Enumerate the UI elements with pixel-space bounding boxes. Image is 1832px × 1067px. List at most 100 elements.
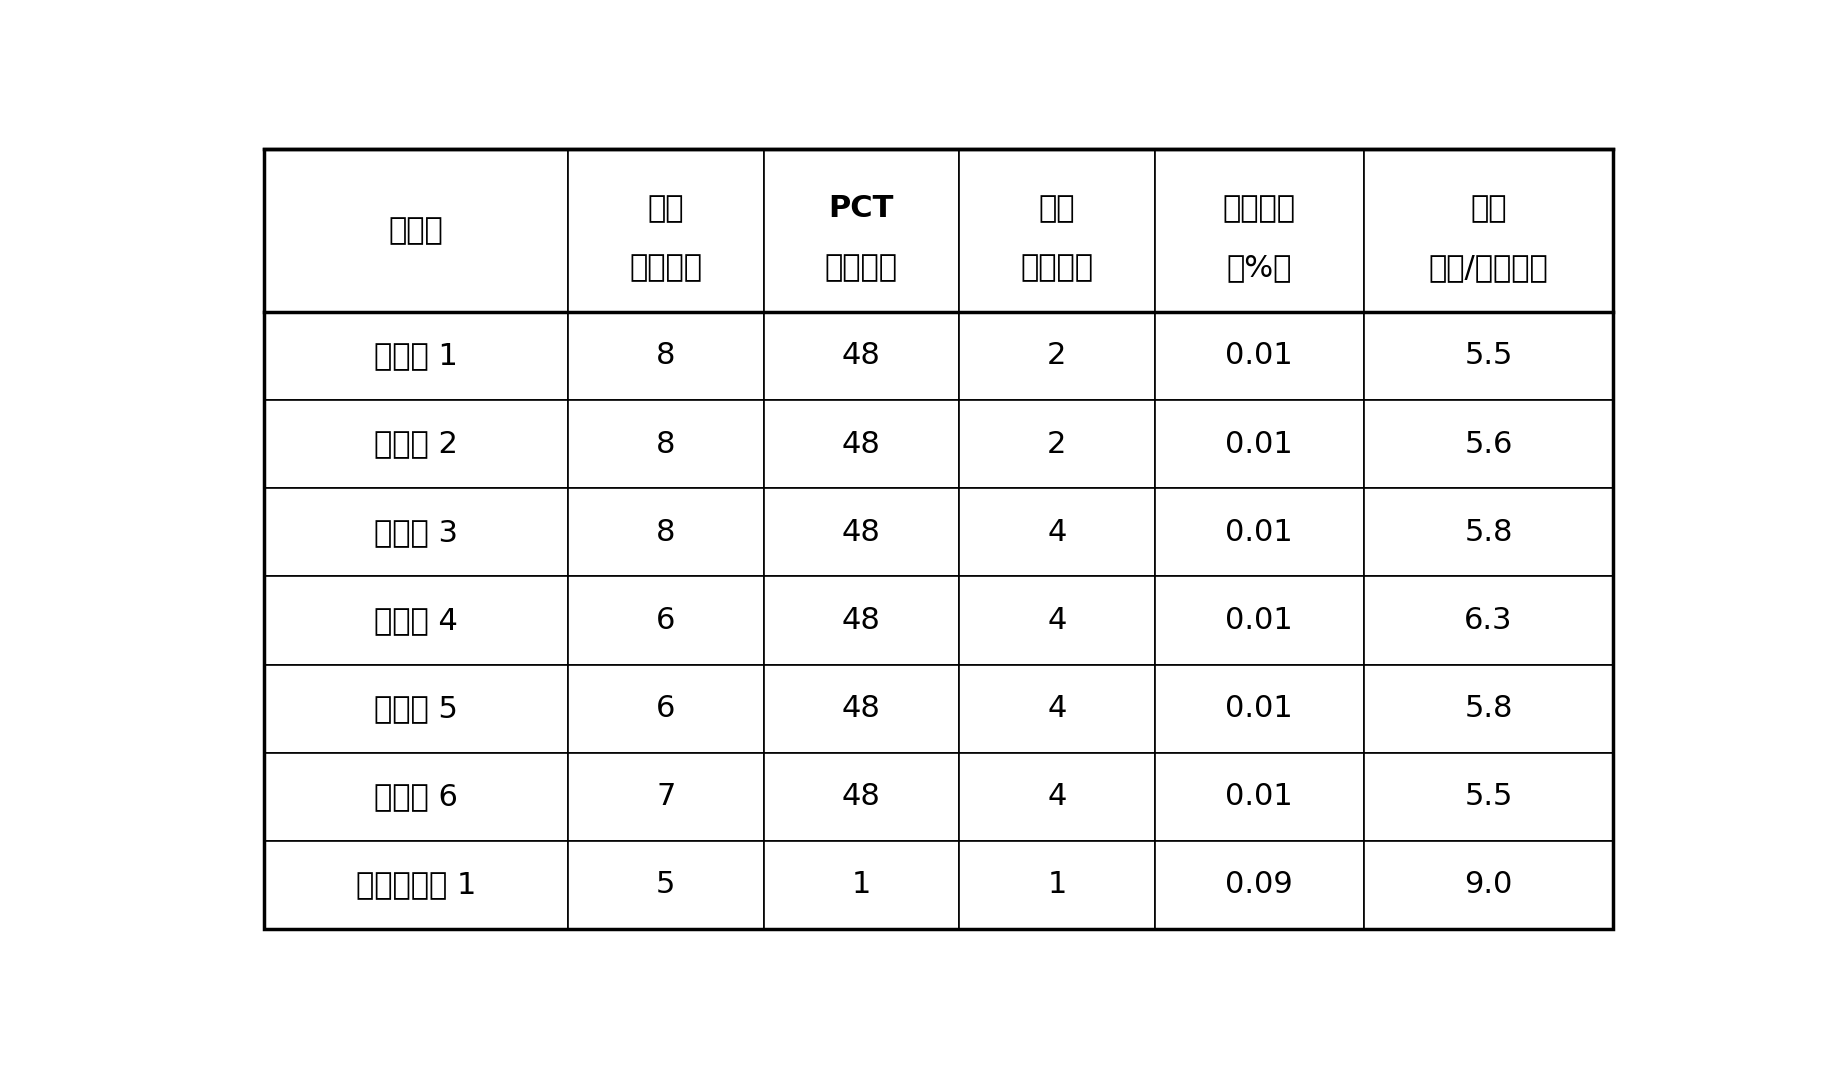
Text: 实施例 3: 实施例 3 bbox=[374, 517, 458, 546]
Bar bbox=[264, 665, 568, 752]
Text: 实施例: 实施例 bbox=[388, 216, 443, 244]
Bar bbox=[960, 576, 1154, 665]
Bar bbox=[764, 148, 960, 312]
Bar bbox=[568, 752, 764, 841]
Bar bbox=[264, 752, 568, 841]
Bar bbox=[764, 576, 960, 665]
Bar bbox=[960, 752, 1154, 841]
Bar bbox=[568, 148, 764, 312]
Bar bbox=[1363, 312, 1614, 400]
Bar bbox=[960, 488, 1154, 576]
Text: 5.8: 5.8 bbox=[1464, 695, 1513, 723]
Text: （元/平方米）: （元/平方米） bbox=[1429, 253, 1548, 282]
Text: 7: 7 bbox=[656, 782, 676, 811]
Text: 4: 4 bbox=[1048, 517, 1066, 546]
Bar bbox=[264, 841, 568, 929]
Text: 高温减磁: 高温减磁 bbox=[1222, 194, 1295, 223]
Text: 1: 1 bbox=[852, 871, 870, 899]
Bar bbox=[1363, 148, 1614, 312]
Text: 9.0: 9.0 bbox=[1464, 871, 1513, 899]
Text: （小时）: （小时） bbox=[628, 253, 702, 282]
Text: 对比实施例 1: 对比实施例 1 bbox=[355, 871, 476, 899]
Text: 48: 48 bbox=[843, 430, 881, 459]
Bar bbox=[568, 488, 764, 576]
Bar bbox=[1154, 752, 1363, 841]
Text: （小时）: （小时） bbox=[1020, 253, 1094, 282]
Bar bbox=[1154, 400, 1363, 488]
Text: 0.01: 0.01 bbox=[1226, 517, 1293, 546]
Text: 48: 48 bbox=[843, 517, 881, 546]
Bar bbox=[264, 312, 568, 400]
Text: 48: 48 bbox=[843, 341, 881, 370]
Bar bbox=[568, 576, 764, 665]
Text: 成本: 成本 bbox=[1471, 194, 1506, 223]
Bar bbox=[568, 400, 764, 488]
Text: 0.01: 0.01 bbox=[1226, 341, 1293, 370]
Bar bbox=[568, 841, 764, 929]
Text: 4: 4 bbox=[1048, 606, 1066, 635]
Bar bbox=[1154, 576, 1363, 665]
Bar bbox=[1363, 752, 1614, 841]
Bar bbox=[960, 400, 1154, 488]
Bar bbox=[264, 400, 568, 488]
Text: 0.01: 0.01 bbox=[1226, 695, 1293, 723]
Bar bbox=[1363, 488, 1614, 576]
Text: 实施例 2: 实施例 2 bbox=[374, 430, 458, 459]
Text: 2: 2 bbox=[1048, 341, 1066, 370]
Bar bbox=[568, 665, 764, 752]
Bar bbox=[1154, 312, 1363, 400]
Text: 4: 4 bbox=[1048, 782, 1066, 811]
Bar bbox=[764, 665, 960, 752]
Text: 5.5: 5.5 bbox=[1464, 782, 1513, 811]
Text: 5.6: 5.6 bbox=[1464, 430, 1513, 459]
Bar bbox=[764, 312, 960, 400]
Bar bbox=[1363, 841, 1614, 929]
Text: （%）: （%） bbox=[1227, 253, 1292, 282]
Bar bbox=[1154, 488, 1363, 576]
Text: （小时）: （小时） bbox=[824, 253, 898, 282]
Bar bbox=[764, 752, 960, 841]
Text: 湿热: 湿热 bbox=[1039, 194, 1075, 223]
Text: 实施例 4: 实施例 4 bbox=[374, 606, 458, 635]
Text: 1: 1 bbox=[1048, 871, 1066, 899]
Bar bbox=[764, 400, 960, 488]
Text: 4: 4 bbox=[1048, 695, 1066, 723]
Text: 5.5: 5.5 bbox=[1464, 341, 1513, 370]
Text: 48: 48 bbox=[843, 695, 881, 723]
Text: 6: 6 bbox=[656, 695, 676, 723]
Bar bbox=[1363, 665, 1614, 752]
Bar bbox=[960, 665, 1154, 752]
Bar bbox=[1363, 576, 1614, 665]
Text: 0.01: 0.01 bbox=[1226, 430, 1293, 459]
Text: 实施例 5: 实施例 5 bbox=[374, 695, 458, 723]
Text: 6: 6 bbox=[656, 606, 676, 635]
Bar bbox=[264, 576, 568, 665]
Text: 48: 48 bbox=[843, 782, 881, 811]
Bar bbox=[1154, 841, 1363, 929]
Bar bbox=[960, 312, 1154, 400]
Text: 8: 8 bbox=[656, 430, 676, 459]
Text: 48: 48 bbox=[843, 606, 881, 635]
Bar bbox=[1154, 148, 1363, 312]
Text: 0.01: 0.01 bbox=[1226, 606, 1293, 635]
Text: PCT: PCT bbox=[828, 194, 894, 223]
Text: 8: 8 bbox=[656, 341, 676, 370]
Text: 0.09: 0.09 bbox=[1226, 871, 1293, 899]
Bar bbox=[264, 148, 568, 312]
Bar bbox=[568, 312, 764, 400]
Bar bbox=[264, 488, 568, 576]
Text: 5: 5 bbox=[656, 871, 676, 899]
Text: 2: 2 bbox=[1048, 430, 1066, 459]
Bar bbox=[960, 148, 1154, 312]
Text: 0.01: 0.01 bbox=[1226, 782, 1293, 811]
Text: 6.3: 6.3 bbox=[1464, 606, 1513, 635]
Bar bbox=[764, 841, 960, 929]
Bar bbox=[960, 841, 1154, 929]
Text: 8: 8 bbox=[656, 517, 676, 546]
Bar bbox=[1363, 400, 1614, 488]
Text: 5.8: 5.8 bbox=[1464, 517, 1513, 546]
Text: 实施例 6: 实施例 6 bbox=[374, 782, 458, 811]
Bar bbox=[1154, 665, 1363, 752]
Bar bbox=[764, 488, 960, 576]
Text: 实施例 1: 实施例 1 bbox=[374, 341, 458, 370]
